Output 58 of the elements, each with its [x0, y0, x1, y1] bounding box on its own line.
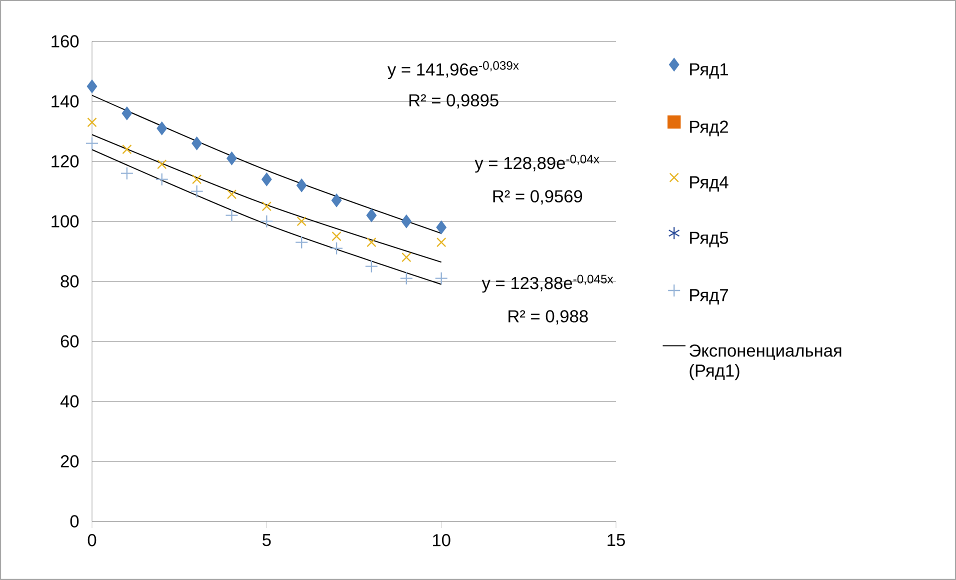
y-tick-label: 160 — [52, 35, 79, 48]
point — [434, 272, 448, 285]
point — [296, 178, 307, 192]
point — [85, 136, 99, 150]
y-tick-label: 40 — [60, 395, 79, 408]
point — [364, 260, 378, 273]
point — [262, 172, 272, 186]
annotation: y = 128,89e$^{-0,04x}$ — [474, 154, 600, 173]
point — [366, 208, 377, 222]
y-tick-label: 100 — [52, 215, 79, 228]
point — [436, 220, 446, 234]
annotation: R² = 0,9569 — [493, 190, 582, 204]
point — [122, 144, 132, 154]
point — [157, 159, 167, 170]
point — [155, 172, 168, 186]
point — [400, 272, 414, 285]
point — [192, 174, 202, 184]
point — [226, 189, 237, 200]
point — [296, 216, 306, 226]
y-tick-label: 20 — [60, 455, 79, 468]
point — [330, 242, 344, 255]
annotation: R² = 0,9895 — [409, 94, 498, 108]
annotation: y = 123,88e$^{-0,045x}$ — [482, 274, 614, 293]
legend-label: Ряд1 — [690, 63, 728, 79]
point — [122, 106, 132, 120]
point — [402, 252, 412, 262]
legend-label: Ряд7 — [690, 289, 728, 305]
point — [190, 184, 204, 198]
annotation: R² = 0,988 — [508, 310, 588, 324]
point — [332, 231, 342, 242]
point — [262, 201, 272, 212]
point — [226, 152, 237, 165]
annotation: y = 141,96e$^{-0,039x}$ — [388, 61, 519, 80]
point — [331, 194, 342, 207]
legend-label: Ряд2 — [690, 120, 728, 136]
x-tick-label: 15 — [608, 534, 625, 546]
point — [87, 117, 97, 128]
point — [401, 214, 412, 228]
x-tick-label: 5 — [262, 534, 271, 546]
x-tick-label: 0 — [88, 534, 96, 546]
legend-label: Ряд5 — [690, 232, 728, 248]
y-tick-label: 60 — [60, 335, 79, 348]
legend-label: Экспоненциальная (Ряд1) — [690, 344, 842, 380]
point — [86, 80, 98, 93]
legend-label: Ряд4 — [690, 176, 728, 192]
y-tick-label: 0 — [70, 515, 79, 528]
point — [225, 208, 238, 222]
point — [366, 237, 376, 248]
point — [295, 236, 308, 249]
y-tick-label: 140 — [52, 95, 79, 108]
y-tick-label: 120 — [52, 155, 79, 168]
point — [192, 136, 202, 150]
point — [120, 166, 134, 180]
point — [260, 214, 274, 228]
x-tick-label: 10 — [433, 534, 450, 546]
point — [436, 237, 446, 248]
y-tick-label: 80 — [60, 275, 79, 288]
point — [156, 122, 167, 135]
